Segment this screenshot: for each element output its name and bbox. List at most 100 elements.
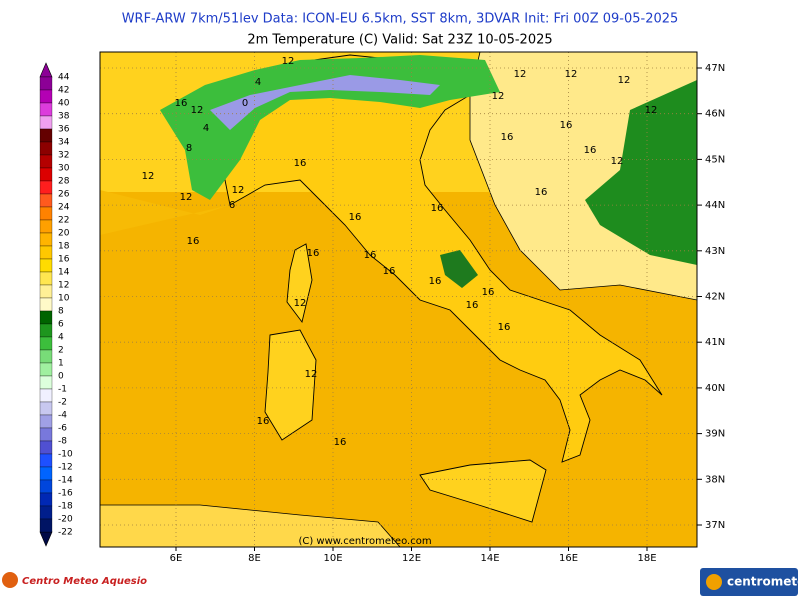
- contour-label: 12: [514, 69, 527, 80]
- contour-label: 16: [257, 416, 270, 427]
- colorbar-label: 44: [58, 73, 70, 83]
- contour-label: 16: [584, 145, 597, 156]
- sea-ligurian: [100, 190, 230, 235]
- colorbar-label: -14: [58, 476, 73, 486]
- lat-label: 40N: [705, 383, 725, 394]
- colorbar-swatch: [39, 128, 53, 143]
- contour-label: 16: [429, 276, 442, 287]
- colorbar-swatch: [39, 167, 53, 182]
- colorbar-label: 30: [58, 164, 70, 174]
- colorbar-label: 40: [58, 99, 70, 109]
- contour-label: 12: [180, 192, 193, 203]
- contour-label: 0: [242, 98, 248, 109]
- colorbar-swatch: [39, 505, 53, 520]
- balkan-mountains: [585, 80, 697, 265]
- colorbar-label: 10: [58, 294, 70, 304]
- colorbar-label: -6: [58, 424, 67, 434]
- colorbar-swatch: [39, 232, 53, 247]
- colorbar-label: 14: [58, 268, 70, 278]
- graticule: [100, 52, 697, 547]
- colorbar-label: -8: [58, 437, 67, 447]
- lon-label: 12E: [402, 553, 421, 564]
- colorbar-label: 24: [58, 203, 70, 213]
- left-logo: Centro Meteo Aquesio: [2, 572, 147, 588]
- lat-label: 39N: [705, 429, 725, 440]
- colorbar-swatch: [39, 466, 53, 481]
- contour-label: 12: [294, 298, 307, 309]
- colorbar-swatch: [39, 245, 53, 260]
- colorbar-swatch: [39, 141, 53, 156]
- left-logo-text: Centro Meteo Aquesio: [22, 576, 147, 587]
- right-logo: centrometeo: [700, 568, 800, 596]
- lat-label: 44N: [705, 200, 725, 211]
- logo-icon: [2, 572, 18, 588]
- lat-label: 45N: [705, 154, 725, 165]
- colorbar-label: -10: [58, 450, 73, 460]
- colorbar-swatch: [39, 440, 53, 455]
- colorbar-swatch: [39, 76, 53, 91]
- colorbar-label: 32: [58, 151, 69, 161]
- contour-label: 16: [175, 98, 188, 109]
- colorbar-label: -18: [58, 502, 73, 512]
- colorbar-label: -1: [58, 385, 67, 395]
- colorbar-swatch: [39, 258, 53, 273]
- contour-label: 12: [645, 105, 658, 116]
- colorbar-swatch: [39, 180, 53, 195]
- contour-label: 12: [282, 56, 295, 67]
- colorbar-swatch: [39, 154, 53, 169]
- lon-label: 6E: [170, 553, 183, 564]
- colorbar-swatch: [39, 375, 53, 390]
- colorbar-swatch: [39, 219, 53, 234]
- contour-label: 16: [482, 287, 495, 298]
- map-frame: [99, 51, 698, 548]
- colorbar-label: 16: [58, 255, 70, 265]
- colorbar-label: 38: [58, 112, 70, 122]
- lat-label: 43N: [705, 246, 725, 257]
- right-logo-text: centrometeo: [727, 575, 800, 589]
- colorbar-swatch: [39, 349, 53, 364]
- colorbar-label: 12: [58, 281, 69, 291]
- lat-label: 46N: [705, 109, 725, 120]
- contour-label: 6: [229, 200, 235, 211]
- colorbar-swatch: [39, 193, 53, 208]
- lat-label: 41N: [705, 337, 725, 348]
- colorbar-label: 0: [58, 372, 64, 382]
- colorbar-swatch: [39, 362, 53, 377]
- contour-label: 16: [307, 248, 320, 259]
- contour-label: 16: [294, 158, 307, 169]
- contour-label: 12: [142, 171, 155, 182]
- contour-label: 16: [431, 203, 444, 214]
- lon-label: 10E: [323, 553, 342, 564]
- colorbar-swatch: [39, 414, 53, 429]
- colorbar-swatch: [39, 427, 53, 442]
- lat-label: 37N: [705, 520, 725, 531]
- colorbar-swatch: [39, 271, 53, 286]
- alps-peaks: [210, 75, 440, 130]
- colorbar-label: 42: [58, 86, 69, 96]
- colorbar-label: -20: [58, 515, 73, 525]
- colorbar-swatch: [39, 401, 53, 416]
- colorbar-arrow-bottom: [39, 531, 53, 547]
- colorbar-swatch: [39, 284, 53, 299]
- colorbar-label: 2: [58, 346, 64, 356]
- colorbar-label: -16: [58, 489, 73, 499]
- colorbar-label: 1: [58, 359, 64, 369]
- colorbar-swatch: [39, 89, 53, 104]
- contour-label: 16: [349, 212, 362, 223]
- contour-label: 16: [498, 322, 511, 333]
- lat-label: 42N: [705, 292, 725, 303]
- colorbar-label: 6: [58, 320, 64, 330]
- lat-label: 47N: [705, 63, 725, 74]
- contour-label: 12: [305, 369, 318, 380]
- contour-label: 12: [191, 105, 204, 116]
- colorbar-swatch: [39, 479, 53, 494]
- colorbar-swatch: [39, 297, 53, 312]
- contour-label: 12: [618, 75, 631, 86]
- header-line1: WRF-ARW 7km/51lev Data: ICON-EU 6.5km, S…: [122, 12, 679, 27]
- colorbar-label: 36: [58, 125, 70, 135]
- contour-label: 16: [334, 437, 347, 448]
- colorbar-label: -12: [58, 463, 73, 473]
- colorbar-swatch: [39, 492, 53, 507]
